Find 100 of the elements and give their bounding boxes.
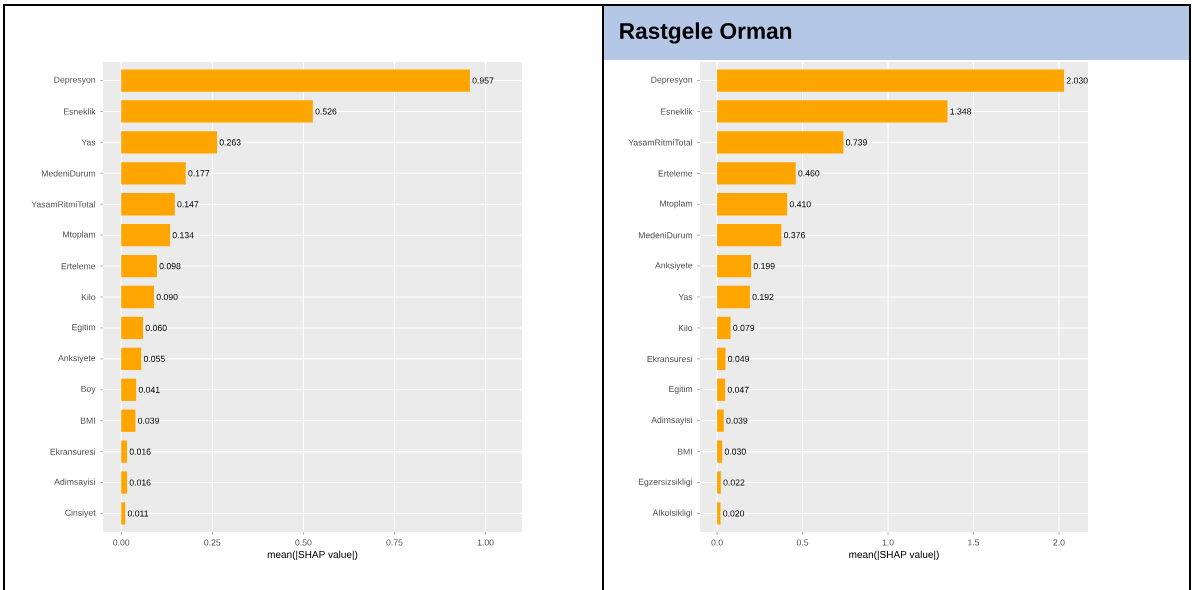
data-label: 0.030 xyxy=(724,448,746,455)
data-label: 0.134 xyxy=(172,232,194,239)
y-tick-label: YasamRitmiTotal xyxy=(31,201,96,208)
data-label: 0.177 xyxy=(188,170,210,177)
data-label: 0.147 xyxy=(177,201,199,208)
y-tick-label: Anksiyete xyxy=(58,354,96,363)
data-label: 0.460 xyxy=(798,170,820,177)
x-tick-label: 2.0 xyxy=(1053,539,1065,546)
bar xyxy=(121,100,313,123)
bar xyxy=(121,316,144,340)
x-tick-label: 1.5 xyxy=(968,539,980,546)
bar xyxy=(121,69,470,92)
data-label: 0.192 xyxy=(752,293,774,301)
data-label: 0.060 xyxy=(145,324,167,331)
bar xyxy=(717,471,721,494)
data-label: 0.199 xyxy=(753,263,775,270)
bar xyxy=(121,285,155,309)
bar xyxy=(717,69,1065,92)
x-tick-label: 0.25 xyxy=(204,539,221,546)
y-tick-label: Egitim xyxy=(72,323,96,332)
data-label: 1.348 xyxy=(950,108,972,115)
bar xyxy=(717,347,726,370)
data-label: 0.016 xyxy=(129,448,151,455)
y-tick-label: Depresyon xyxy=(54,76,96,85)
data-label: 0.526 xyxy=(315,108,337,115)
data-label: 2.030 xyxy=(1066,77,1088,84)
y-tick-label: Kilo xyxy=(81,293,96,301)
y-tick-label: Adimsayisi xyxy=(54,478,96,487)
x-tick-label: 0.75 xyxy=(386,539,403,546)
y-tick-label: Egitim xyxy=(669,385,693,394)
bar xyxy=(717,285,750,309)
y-tick-label: Mtoplam xyxy=(63,231,96,240)
data-label: 0.016 xyxy=(129,479,151,486)
data-label: 0.020 xyxy=(723,510,745,517)
x-tick-label: 0.0 xyxy=(711,539,723,546)
data-label: 0.098 xyxy=(159,263,181,270)
x-tick-label: 0.50 xyxy=(295,539,312,546)
bar xyxy=(121,254,157,278)
bar xyxy=(121,440,128,463)
bar xyxy=(717,193,788,216)
y-tick-label: Erteleme xyxy=(61,262,96,270)
y-tick-label: Depresyon xyxy=(651,76,693,85)
bar xyxy=(717,131,844,154)
x-tick-label: 0.5 xyxy=(796,539,809,546)
y-tick-label: Boy xyxy=(81,385,96,394)
bar xyxy=(717,254,752,278)
data-label: 0.011 xyxy=(127,510,149,517)
x-tick-label: 1.00 xyxy=(477,539,494,546)
data-label: 0.049 xyxy=(728,355,750,362)
bar xyxy=(121,193,175,216)
y-tick-label: Kilo xyxy=(678,324,693,332)
y-tick-label: Egzersizsikligi xyxy=(638,478,693,487)
data-label: 0.957 xyxy=(472,77,494,84)
bar xyxy=(717,224,782,247)
y-tick-label: Cinsiyet xyxy=(65,509,96,518)
data-label: 0.041 xyxy=(138,386,160,393)
x-tick-label: 1.0 xyxy=(882,539,894,546)
data-label: 0.079 xyxy=(733,324,755,331)
y-tick-label: Alkolsikligi xyxy=(652,509,693,518)
y-tick-label: Ekransuresi xyxy=(647,355,693,363)
data-label: 0.039 xyxy=(726,417,748,424)
y-tick-label: BMI xyxy=(677,448,692,455)
y-tick-label: Mtoplam xyxy=(660,200,693,209)
bar xyxy=(717,100,948,123)
data-label: 0.376 xyxy=(783,232,805,239)
chart-title: Rastgele Orman xyxy=(620,22,792,44)
bar xyxy=(717,378,726,401)
data-label: 0.739 xyxy=(846,139,867,146)
y-tick-label: Erteleme xyxy=(658,170,693,177)
bar xyxy=(121,131,218,154)
bar xyxy=(717,316,731,340)
data-label: 0.022 xyxy=(723,479,745,486)
bar xyxy=(717,409,724,432)
y-tick-label: Yas xyxy=(81,139,96,146)
x-axis-title: mean(|SHAP value|) xyxy=(267,550,358,561)
y-tick-label: Yas xyxy=(678,293,693,301)
data-label: 0.263 xyxy=(219,139,241,146)
data-label: 0.090 xyxy=(156,293,178,301)
bar xyxy=(121,378,137,401)
bar xyxy=(121,409,136,432)
y-tick-label: YasamRitmiTotal xyxy=(628,139,693,146)
y-tick-label: Ekransuresi xyxy=(50,448,96,455)
y-tick-label: MedeniDurum xyxy=(41,170,96,177)
y-tick-label: Esneklik xyxy=(64,108,96,115)
data-label: 0.039 xyxy=(138,417,159,424)
bar xyxy=(121,502,126,525)
bar xyxy=(121,224,171,247)
y-tick-label: Anksiyete xyxy=(655,262,693,271)
x-tick-label: 0.00 xyxy=(113,539,130,546)
y-tick-label: MedeniDurum xyxy=(638,231,693,239)
bar xyxy=(121,347,142,370)
data-label: 0.055 xyxy=(143,355,165,362)
bar xyxy=(121,162,186,185)
x-axis-title: mean(|SHAP value|) xyxy=(849,550,939,561)
bar xyxy=(121,471,128,494)
data-label: 0.410 xyxy=(789,201,811,208)
y-tick-label: Esneklik xyxy=(661,108,693,115)
y-tick-label: BMI xyxy=(80,417,95,424)
bar xyxy=(717,440,723,463)
y-tick-label: Adimsayisi xyxy=(651,416,693,425)
